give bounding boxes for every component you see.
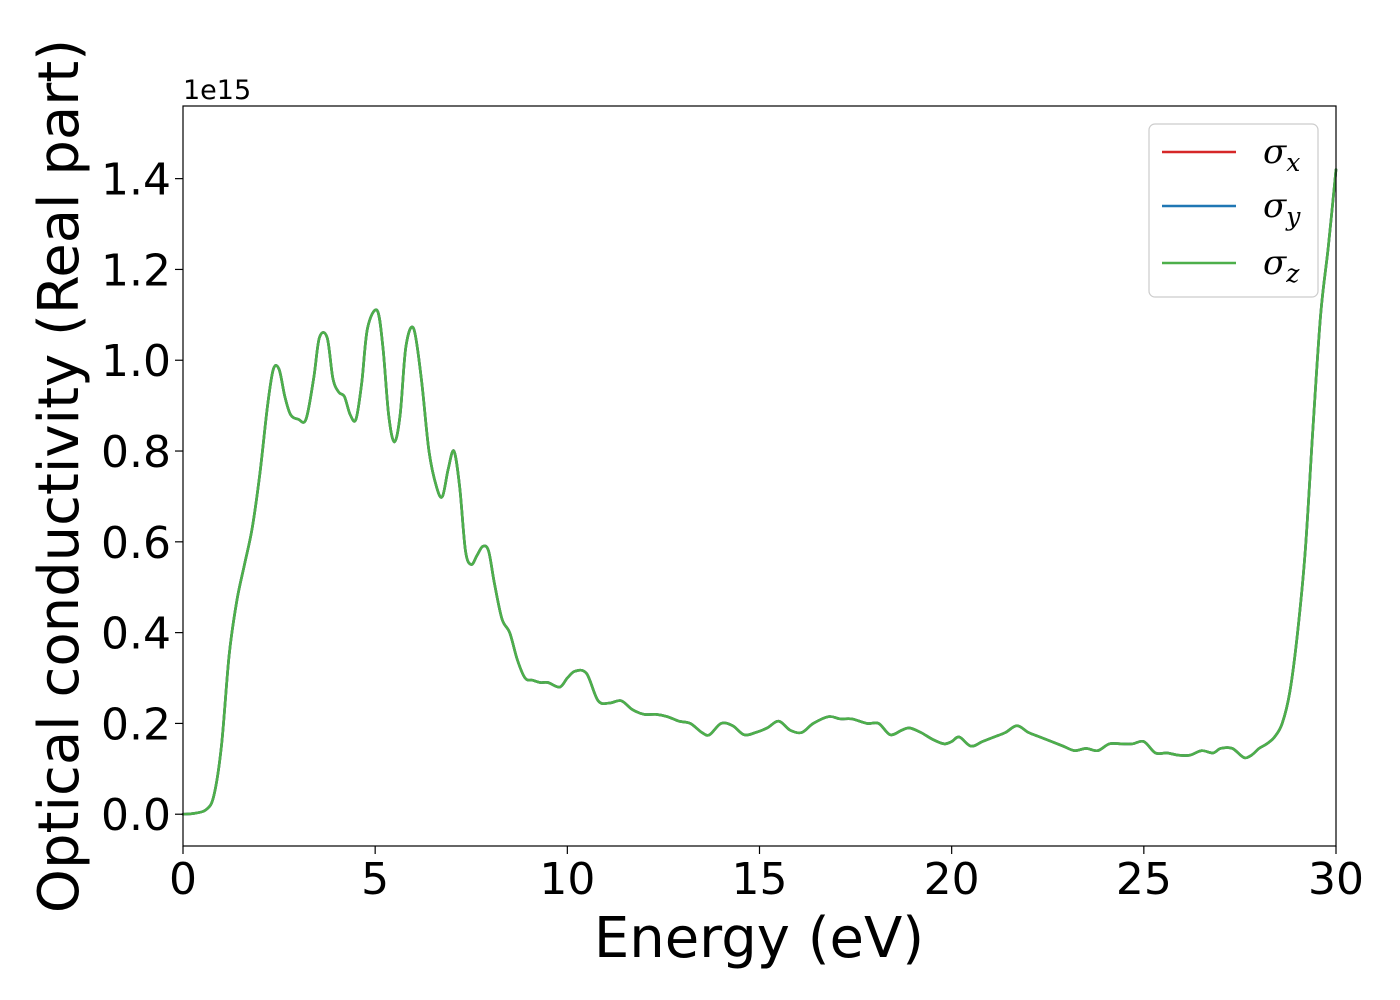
legend-box	[1148, 123, 1319, 298]
legend: σx σy σz	[1148, 123, 1319, 298]
y-tick-label: 0.6	[101, 518, 171, 569]
y-tick-label: 1.4	[101, 155, 171, 206]
x-tick-label: 30	[1308, 854, 1364, 905]
legend-entry-sigma-z: σz	[1162, 243, 1300, 288]
y-tick-label: 0.4	[101, 609, 171, 660]
x-tick-label: 10	[539, 854, 595, 905]
y-tick-label: 0.8	[101, 427, 171, 478]
legend-entries: σx σy σz	[1162, 132, 1301, 288]
legend-entry-sigma-y: σy	[1162, 186, 1301, 231]
y-tick-label: 0.0	[101, 790, 171, 841]
y-tick-label: 0.2	[101, 699, 171, 750]
y-offset-label: 1e15	[183, 75, 251, 106]
y-tick-label: 1.2	[101, 245, 171, 296]
legend-label: σx	[1263, 132, 1300, 177]
legend-entry-sigma-x: σx	[1162, 132, 1300, 177]
legend-label: σz	[1263, 243, 1300, 288]
x-tick-label: 25	[1116, 854, 1172, 905]
x-axis-ticks: 0 5 10 15 20 25 30	[169, 846, 1364, 905]
y-axis-title: Optical conductivity (Real part)	[27, 39, 92, 913]
x-tick-label: 5	[361, 854, 389, 905]
y-tick-label: 1.0	[101, 336, 171, 387]
series-layer	[181, 168, 1338, 816]
x-tick-label: 20	[924, 854, 980, 905]
x-tick-label: 15	[732, 854, 788, 905]
x-axis-title: Energy (eV)	[594, 906, 924, 971]
legend-label: σy	[1263, 186, 1301, 231]
plot-background	[183, 106, 1336, 846]
y-axis-ticks: 0.0 0.2 0.4 0.6 0.8 1.0 1.2 1.4	[101, 155, 183, 841]
x-tick-label: 0	[169, 854, 197, 905]
series-line-sigma-z	[181, 168, 1338, 816]
